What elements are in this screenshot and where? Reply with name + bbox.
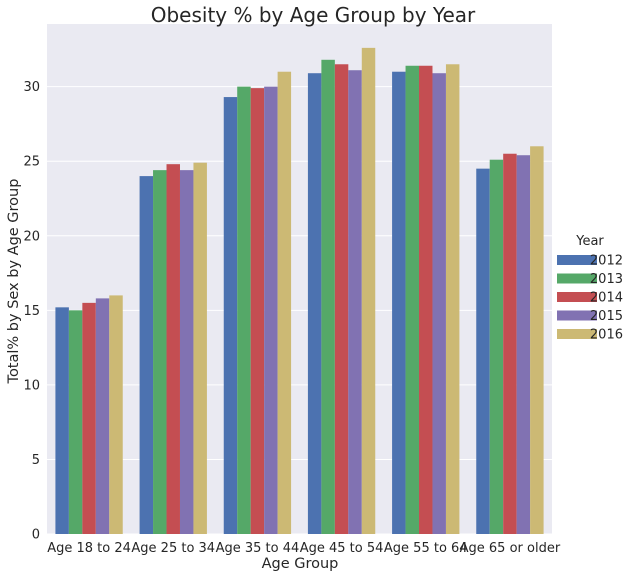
bar-2014-3 (334, 64, 349, 535)
bar-2013-1 (153, 170, 167, 534)
legend: Year 2012 2013 2014 2015 2016 (557, 234, 623, 343)
bar-2016-1 (193, 162, 207, 534)
bar-2014-2 (250, 88, 265, 535)
legend-label-2015: 2015 (590, 309, 623, 324)
legend-label-2012: 2012 (590, 254, 623, 269)
x-axis-label: Age Group (262, 556, 339, 572)
bars (55, 47, 544, 535)
bar-2016-3 (361, 47, 376, 534)
legend-swatch-2014 (557, 292, 597, 302)
y-tick-label: 10 (23, 378, 40, 393)
bar-2013-3 (321, 59, 335, 534)
y-axis-ticks: 0 5 10 15 20 25 30 (23, 80, 40, 542)
legend-swatch-2015 (557, 310, 597, 321)
y-tick-label: 0 (32, 528, 40, 543)
x-tick-label: Age 55 to 64 (384, 541, 468, 556)
gridlines (47, 86, 552, 535)
x-tick-label: Age 35 to 44 (216, 541, 300, 556)
bar-2012-5 (476, 168, 490, 535)
y-tick-label: 25 (23, 155, 40, 170)
x-tick-label: Age 18 to 24 (47, 541, 131, 556)
bar-2015-5 (516, 155, 531, 534)
bar-2012-1 (139, 176, 154, 534)
bar-2012-4 (392, 71, 406, 534)
legend-swatch-2016 (557, 329, 597, 339)
bar-2016-5 (530, 146, 544, 534)
bar-2016-0 (109, 295, 123, 534)
plot-area (47, 24, 552, 534)
bar-2012-3 (307, 73, 322, 535)
x-tick-label: Age 25 to 34 (131, 541, 215, 556)
legend-swatch-2013 (557, 273, 597, 284)
bar-2015-0 (95, 298, 110, 534)
y-tick-label: 15 (23, 304, 40, 319)
bar-2015-2 (264, 86, 278, 534)
bar-2015-4 (432, 73, 446, 535)
bar-2016-2 (277, 71, 292, 534)
bar-2015-1 (179, 170, 194, 534)
bar-2013-0 (68, 310, 83, 534)
bar-2014-0 (82, 302, 96, 534)
bar-2016-4 (445, 64, 460, 535)
y-tick-label: 20 (23, 229, 40, 244)
bar-2015-3 (348, 70, 362, 534)
chart-title: Obesity % by Age Group by Year (151, 3, 476, 27)
bar-2012-0 (55, 307, 69, 534)
bar-2014-5 (503, 153, 517, 534)
legend-label-2016: 2016 (590, 328, 623, 343)
x-axis-ticks: Age 18 to 24 Age 25 to 34 Age 35 to 44 Age … (47, 541, 561, 556)
legend-title: Year (575, 234, 604, 249)
bar-2012-2 (223, 97, 238, 534)
bar-2014-1 (166, 164, 180, 534)
bar-2013-5 (489, 159, 504, 534)
bar-2014-4 (419, 65, 433, 534)
y-axis-label: Total% by Sex by Age Group (6, 179, 22, 385)
x-tick-label: Age 65 or older (460, 541, 561, 556)
y-tick-label: 5 (32, 453, 40, 468)
bar-2013-2 (237, 86, 251, 534)
legend-swatch-2012 (557, 255, 597, 265)
x-tick-label: Age 45 to 54 (300, 541, 384, 556)
bar-2013-4 (405, 65, 420, 534)
legend-label-2014: 2014 (590, 291, 623, 306)
y-tick-label: 30 (23, 80, 40, 95)
legend-label-2013: 2013 (590, 272, 623, 287)
